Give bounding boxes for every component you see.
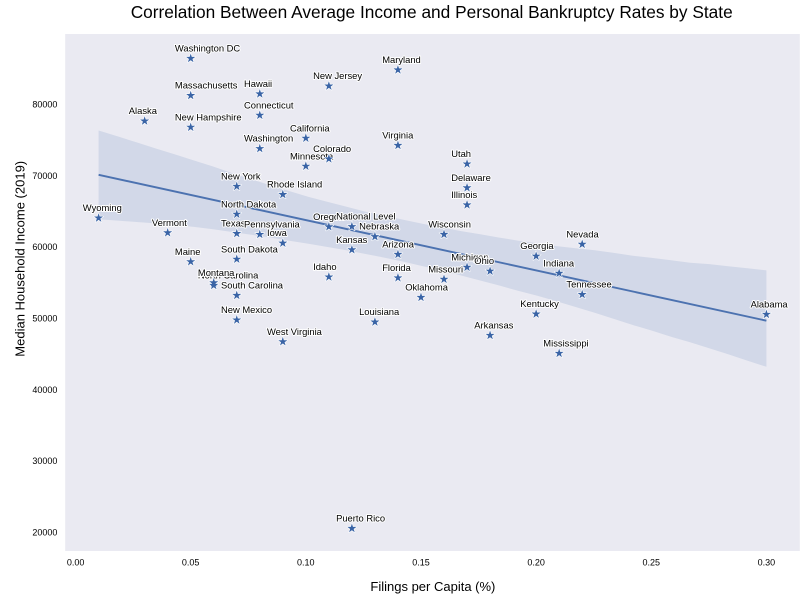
svg-text:Ohio: Ohio [474, 255, 494, 266]
svg-text:0.30: 0.30 [758, 557, 776, 567]
svg-text:Kentucky: Kentucky [520, 298, 559, 309]
svg-text:80000: 80000 [32, 100, 57, 110]
svg-text:Pennsylvania: Pennsylvania [244, 219, 301, 230]
svg-text:40000: 40000 [32, 385, 57, 395]
svg-text:South Carolina: South Carolina [221, 280, 284, 291]
svg-text:Massachusetts: Massachusetts [175, 80, 238, 91]
svg-text:Correlation Between Average In: Correlation Between Average Income and P… [131, 2, 733, 22]
svg-text:Georgia: Georgia [520, 240, 554, 251]
svg-text:National Level: National Level [336, 211, 395, 222]
svg-text:Alabama: Alabama [751, 299, 789, 310]
svg-text:Washington: Washington [244, 133, 293, 144]
svg-text:Utah: Utah [451, 148, 471, 159]
svg-text:New York: New York [221, 170, 261, 181]
svg-text:South Dakota: South Dakota [221, 243, 279, 254]
svg-text:Wyoming: Wyoming [83, 202, 122, 213]
svg-text:Oregon: Oregon [313, 211, 344, 222]
svg-text:New Jersey: New Jersey [313, 70, 362, 81]
svg-text:70000: 70000 [32, 171, 57, 181]
svg-text:Maryland: Maryland [382, 54, 421, 65]
svg-text:0.05: 0.05 [182, 557, 200, 567]
svg-text:Delaware: Delaware [451, 172, 491, 183]
svg-text:Arkansas: Arkansas [474, 320, 513, 331]
svg-text:Hawaii: Hawaii [244, 78, 272, 89]
svg-text:Illinois: Illinois [451, 189, 477, 200]
svg-text:Colorado: Colorado [313, 143, 351, 154]
svg-text:North Carolina: North Carolina [198, 270, 259, 281]
svg-text:California: California [290, 122, 330, 133]
svg-text:Washington DC: Washington DC [175, 43, 241, 54]
svg-text:Maine: Maine [175, 246, 201, 257]
svg-text:Wisconsin: Wisconsin [428, 219, 471, 230]
svg-text:Minnesota: Minnesota [290, 150, 334, 161]
svg-text:New Mexico: New Mexico [221, 304, 272, 315]
svg-text:Mississippi: Mississippi [543, 337, 588, 348]
svg-text:Missouri: Missouri [428, 263, 463, 274]
svg-text:Tennessee: Tennessee [566, 279, 611, 290]
svg-text:Rhode Island: Rhode Island [267, 179, 322, 190]
svg-text:New Hampshire: New Hampshire [175, 111, 242, 122]
svg-text:60000: 60000 [32, 242, 57, 252]
svg-text:0.10: 0.10 [297, 557, 315, 567]
svg-text:Arizona: Arizona [382, 239, 415, 250]
svg-text:0.25: 0.25 [643, 557, 661, 567]
svg-text:0.20: 0.20 [527, 557, 545, 567]
svg-text:West Virginia: West Virginia [267, 326, 323, 337]
svg-text:20000: 20000 [32, 528, 57, 538]
svg-text:Virginia: Virginia [382, 130, 414, 141]
svg-text:Nebraska: Nebraska [359, 221, 400, 232]
svg-text:Florida: Florida [382, 262, 411, 273]
svg-text:50000: 50000 [32, 314, 57, 324]
svg-text:Alaska: Alaska [129, 105, 158, 116]
svg-text:Michigan: Michigan [451, 251, 489, 262]
svg-text:Median Household Income (2019): Median Household Income (2019) [13, 161, 28, 357]
svg-text:Nevada: Nevada [566, 228, 599, 239]
svg-text:Montana: Montana [198, 267, 235, 278]
svg-text:30000: 30000 [32, 456, 57, 466]
svg-text:Vermont: Vermont [152, 217, 187, 228]
svg-text:North Dakota: North Dakota [221, 198, 277, 209]
svg-text:0.15: 0.15 [412, 557, 430, 567]
svg-text:Louisiana: Louisiana [359, 306, 400, 317]
svg-text:Connecticut: Connecticut [244, 99, 294, 110]
svg-text:Idaho: Idaho [313, 261, 336, 272]
svg-text:Indiana: Indiana [543, 257, 575, 268]
svg-text:Puerto Rico: Puerto Rico [336, 513, 385, 524]
svg-text:0.00: 0.00 [67, 557, 85, 567]
svg-text:Filings per Capita (%): Filings per Capita (%) [370, 579, 495, 594]
svg-text:Iowa: Iowa [267, 227, 288, 238]
svg-text:Texas: Texas [221, 218, 246, 229]
svg-text:Kansas: Kansas [336, 234, 368, 245]
svg-text:Oklahoma: Oklahoma [405, 282, 449, 293]
